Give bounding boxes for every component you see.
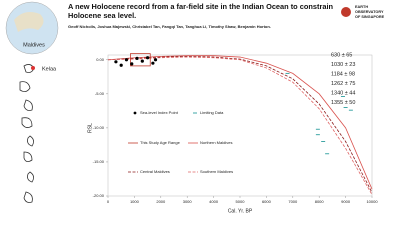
title: A new Holocene record from a far-field s… xyxy=(68,2,334,20)
x-axis-label: Cal. Yr. BP xyxy=(228,208,253,214)
logo-text: OF SINGAPORE xyxy=(355,15,385,19)
age-entry: 1262 ± 75 xyxy=(331,81,355,87)
index-point xyxy=(130,62,134,66)
sea-level-curve xyxy=(107,55,373,190)
legend-label: This Study Age Range xyxy=(140,140,181,145)
y-tick-label: -5.00 xyxy=(95,91,105,96)
authors: Geoff Nicholls, Joshua Majewski, Christa… xyxy=(68,24,271,29)
index-point xyxy=(114,60,118,64)
logo-text: OBSERVATORY xyxy=(355,10,384,14)
x-tick-label: 2000 xyxy=(156,199,166,204)
slide: Maldives Kelaa A new Holocene record fro… xyxy=(5,1,385,214)
landmass xyxy=(14,12,44,32)
age-entry: 1340 ± 44 xyxy=(331,90,355,96)
sea-level-curve xyxy=(107,55,373,193)
sea-level-curve xyxy=(107,56,373,195)
x-tick-label: 10000 xyxy=(366,199,378,204)
age-entry: 1184 ± 98 xyxy=(331,71,355,77)
x-tick-label: 6000 xyxy=(262,199,272,204)
y-tick-label: 0.00 xyxy=(96,57,105,62)
x-tick-label: 3000 xyxy=(183,199,193,204)
index-point xyxy=(151,61,155,65)
logo-text: EARTH xyxy=(355,5,368,9)
index-point xyxy=(124,58,129,62)
legend-label: Northern Maldives xyxy=(200,140,232,145)
y-axis-label: RSL xyxy=(87,123,93,133)
index-point xyxy=(153,58,158,62)
y-tick-label: -20.00 xyxy=(93,193,105,198)
site-label: Kelaa xyxy=(42,66,57,72)
globe-label: Maldives xyxy=(23,42,45,48)
x-tick-label: 1000 xyxy=(130,199,140,204)
legend-label: Sea-level Index Point xyxy=(140,110,179,115)
index-point xyxy=(140,59,144,63)
x-tick-label: 0 xyxy=(107,199,110,204)
x-tick-label: 4000 xyxy=(209,199,219,204)
legend-label: Central Maldives xyxy=(140,169,170,174)
title-box: A new Holocene record from a far-field s… xyxy=(68,2,334,20)
legend-label: Limiting Data xyxy=(200,110,224,115)
x-tick-label: 7000 xyxy=(288,199,298,204)
y-tick-label: -15.00 xyxy=(93,159,105,164)
age-entry: 630 ± 65 xyxy=(331,52,352,58)
atoll-map xyxy=(19,64,35,203)
index-point xyxy=(135,56,139,61)
index-point xyxy=(119,63,123,67)
site-marker xyxy=(31,66,35,70)
legend-swatch xyxy=(133,111,137,115)
age-entry: 1030 ± 23 xyxy=(331,62,355,68)
age-range-box xyxy=(130,53,151,67)
logo-mark xyxy=(341,7,351,17)
age-entry: 1355 ± 50 xyxy=(331,100,355,106)
x-tick-label: 8000 xyxy=(315,199,325,204)
x-tick-label: 5000 xyxy=(236,199,246,204)
legend-label: Southern Maldives xyxy=(200,169,233,174)
index-point xyxy=(146,56,150,60)
y-tick-label: -10.00 xyxy=(93,125,105,130)
x-tick-label: 9000 xyxy=(341,199,351,204)
